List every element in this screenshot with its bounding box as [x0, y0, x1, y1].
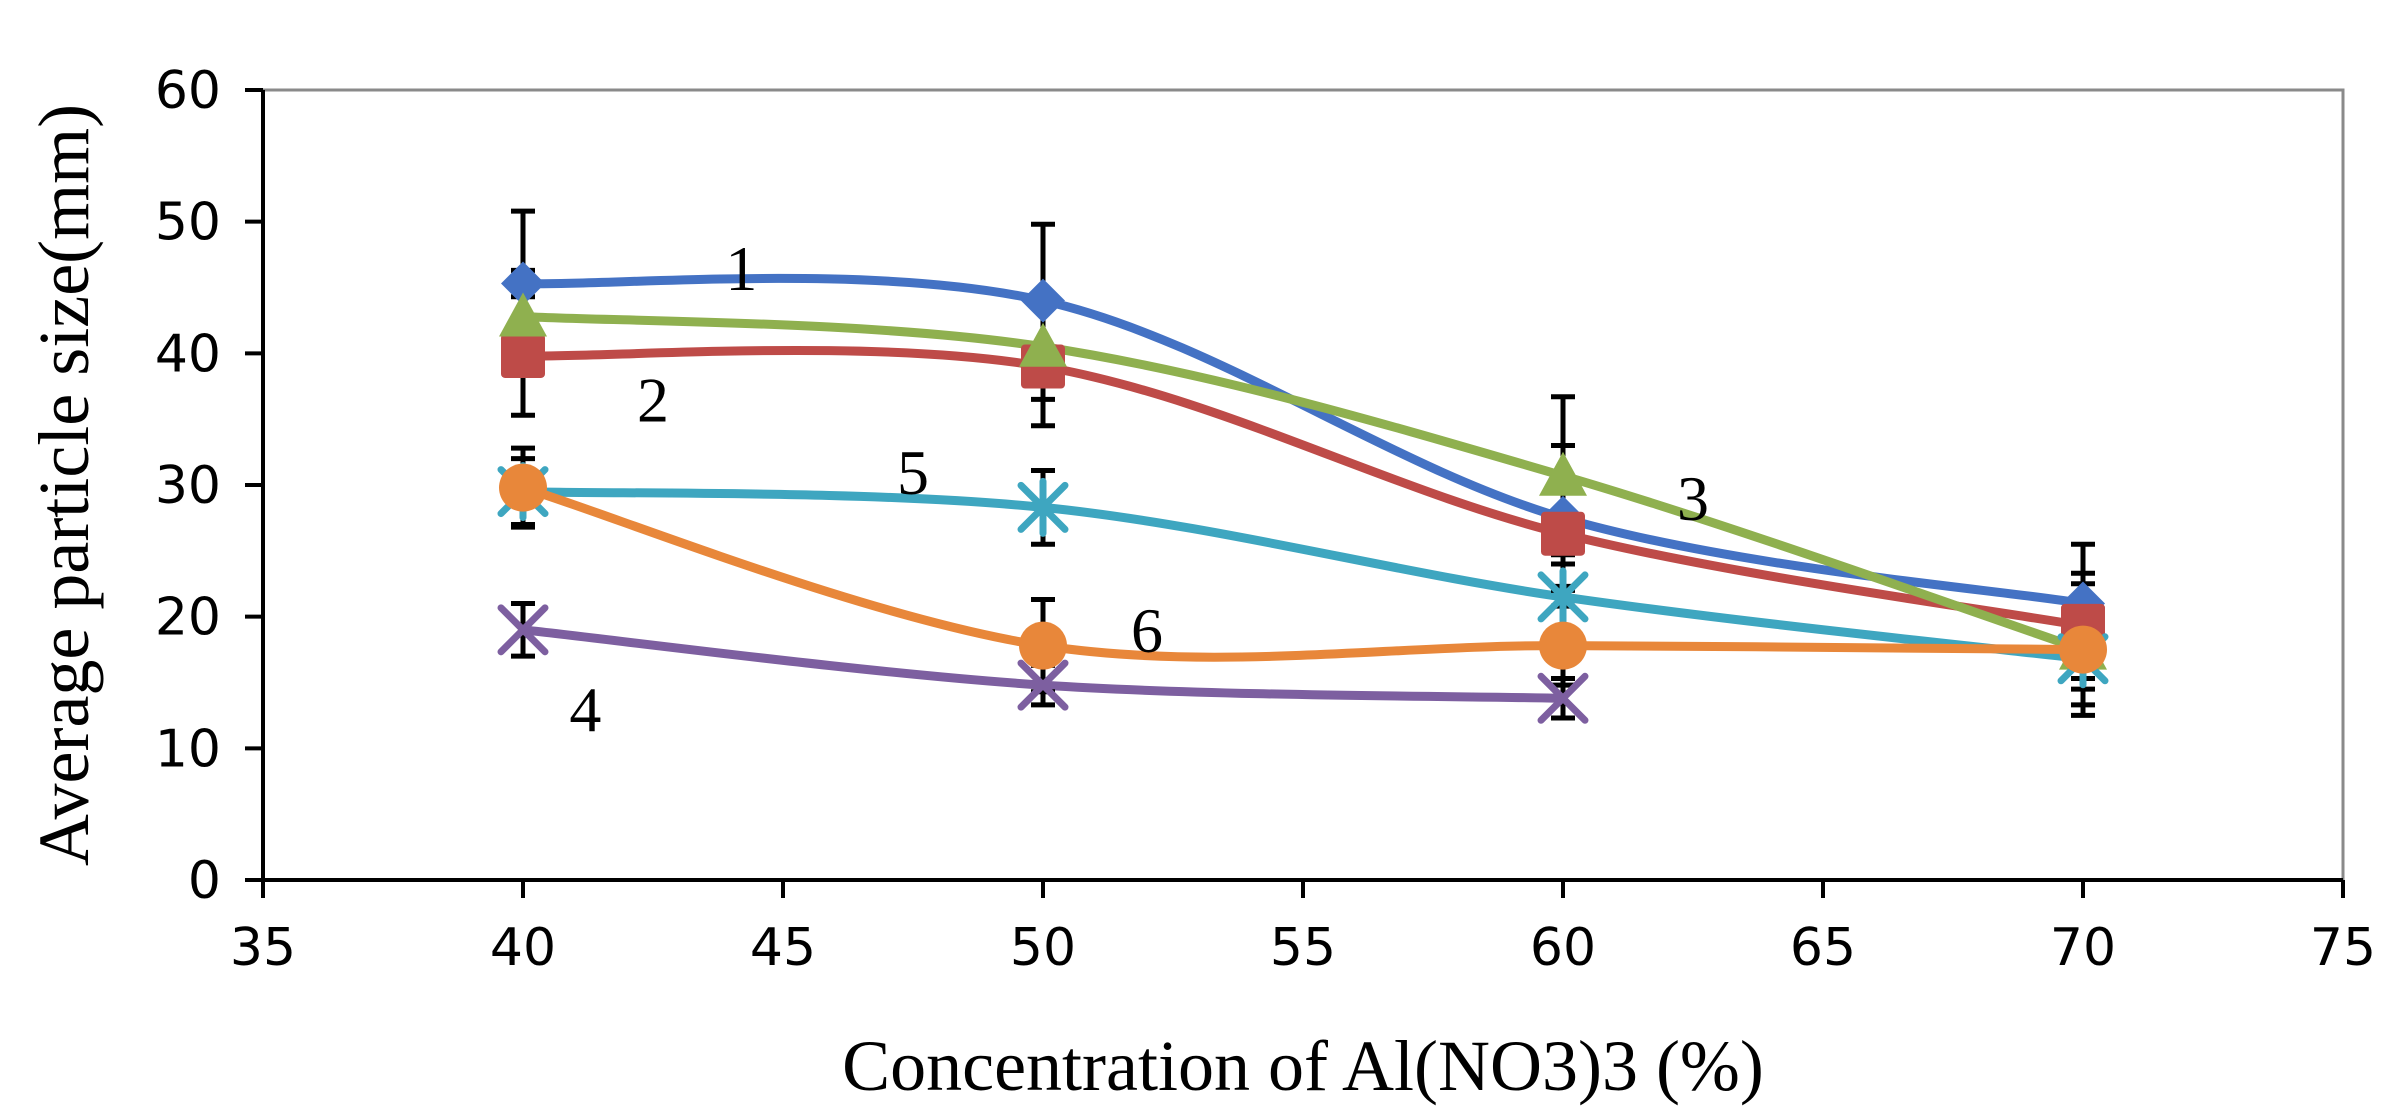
y-tick-label: 0: [188, 851, 221, 911]
series-3: [518, 311, 2088, 655]
marker-circle: [1019, 621, 1067, 670]
series-layer: [497, 208, 2109, 724]
series-label-2: 2: [637, 364, 669, 435]
series-label-4: 4: [569, 674, 601, 745]
marker-diamond: [501, 261, 545, 306]
x-tick-label: 65: [1790, 918, 1856, 978]
marker-diamond: [1021, 278, 1065, 323]
x-tick-label: 45: [750, 918, 816, 978]
y-tick-label: 40: [155, 324, 221, 384]
x-ticks: 35 40 45 50 55 60 65 70 75: [230, 880, 2376, 978]
x-axis-title: Concentration of Al(NO3)3 (%): [842, 1026, 1764, 1106]
y-tick-label: 30: [155, 456, 221, 516]
series-label-3: 3: [1677, 463, 1709, 534]
y-tick-label: 50: [155, 193, 221, 253]
marker-asterisk: [1537, 567, 1589, 627]
marker-x: [1537, 672, 1589, 724]
marker-triangle: [499, 292, 547, 337]
x-tick-label: 50: [1010, 918, 1076, 978]
x-tick-label: 60: [1530, 918, 1596, 978]
y-tick-label: 10: [155, 719, 221, 779]
series-label-6: 6: [1131, 595, 1163, 666]
series-5: [518, 487, 2088, 664]
series-label-5: 5: [897, 437, 929, 508]
x-tick-label: 35: [230, 918, 296, 978]
x-tick-label: 70: [2050, 918, 2116, 978]
marker-asterisk: [1017, 477, 1069, 537]
marker-x: [1017, 659, 1069, 711]
series-6: [518, 483, 2088, 662]
y-ticks: 0 10 20 30 40 50 60: [155, 61, 263, 911]
marker-circle: [2059, 625, 2107, 674]
x-tick-label: 75: [2310, 918, 2376, 978]
series-labels: 12 3 4 5 6: [569, 233, 1709, 745]
marker-triangle: [1019, 322, 1067, 367]
y-axis-title: Average particle size(mm): [24, 104, 104, 866]
marker-circle: [1539, 621, 1587, 670]
marker-square: [1541, 511, 1585, 556]
y-tick-label: 20: [155, 588, 221, 648]
series-line-3: [518, 311, 2088, 655]
marker-triangle: [1539, 451, 1587, 496]
series-line-5: [518, 487, 2088, 664]
marker-circle: [499, 463, 547, 512]
y-tick-label: 60: [155, 61, 221, 121]
markers-1: [501, 261, 2105, 626]
plot-frame: [261, 88, 2345, 882]
x-tick-label: 55: [1270, 918, 1336, 978]
marker-x: [497, 604, 549, 656]
plot-area: [261, 88, 2345, 882]
markers-4: [497, 604, 1589, 724]
markers-6: [499, 463, 2107, 674]
series-line-6: [518, 483, 2088, 662]
series-label-1: 1: [725, 233, 757, 304]
x-tick-label: 40: [490, 918, 556, 978]
series-line-2: [518, 345, 2088, 631]
marker-square: [501, 333, 545, 378]
series-2: [518, 345, 2088, 631]
